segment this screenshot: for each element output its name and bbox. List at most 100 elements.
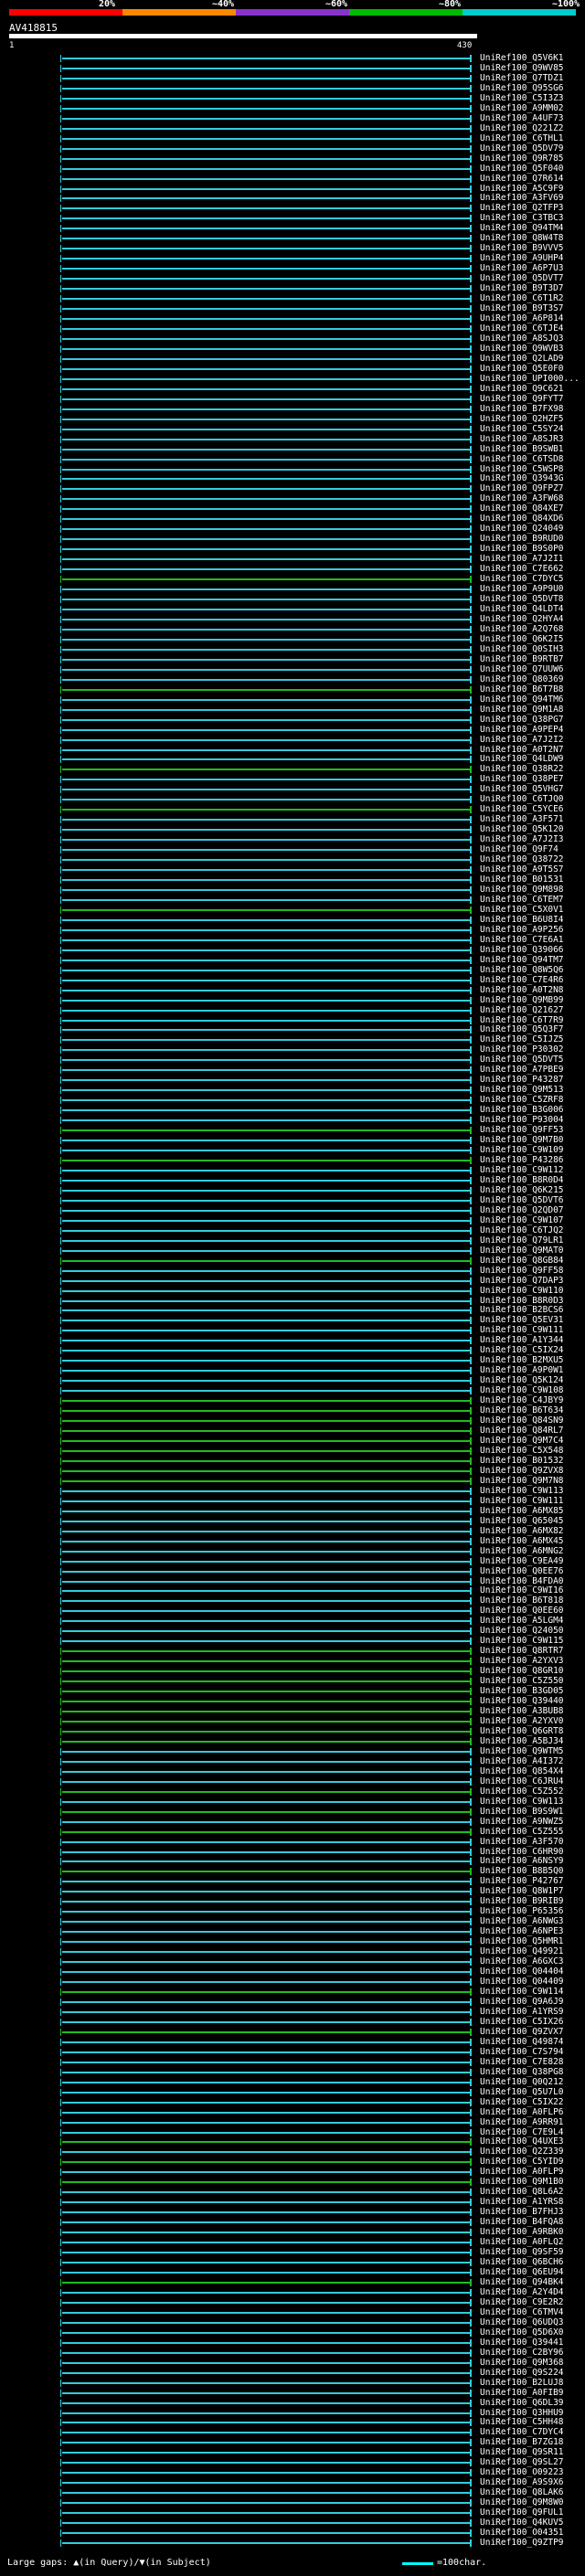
hit-name[interactable]: UniRef100_P65356 bbox=[480, 1906, 564, 1917]
hit-name[interactable]: UniRef100_Q5VHG7 bbox=[480, 784, 564, 795]
hit-name[interactable]: UniRef100_Q0EE76 bbox=[480, 1565, 564, 1576]
hit-name[interactable]: UniRef100_A1YRS9 bbox=[480, 2006, 564, 2017]
hit-name[interactable]: UniRef100_C7DYC5 bbox=[480, 574, 564, 585]
hit-name[interactable]: UniRef100_C6TJE4 bbox=[480, 323, 564, 334]
hit-name[interactable]: UniRef100_C9W111 bbox=[480, 1325, 564, 1336]
hit-name[interactable]: UniRef100_A9S9X6 bbox=[480, 2477, 564, 2488]
hit-name[interactable]: UniRef100_A9RBK0 bbox=[480, 2227, 564, 2238]
hit-name[interactable]: UniRef100_Q6K2I5 bbox=[480, 633, 564, 644]
hit-name[interactable]: UniRef100_A0T2N7 bbox=[480, 744, 564, 755]
hit-name[interactable]: UniRef100_Q9S224 bbox=[480, 2367, 564, 2378]
hit-name[interactable]: UniRef100_B9RTB7 bbox=[480, 653, 564, 664]
hit-name[interactable]: UniRef100_Q9FF53 bbox=[480, 1125, 564, 1136]
hit-name[interactable]: UniRef100_C5IX24 bbox=[480, 1345, 564, 1356]
hit-name[interactable]: UniRef100_B4FQA8 bbox=[480, 2217, 564, 2228]
hit-name[interactable]: UniRef100_Q4UXE3 bbox=[480, 2136, 564, 2147]
hit-name[interactable]: UniRef100_A0FLP6 bbox=[480, 2106, 564, 2117]
hit-name[interactable]: UniRef100_C5I3Z3 bbox=[480, 92, 564, 103]
hit-name[interactable]: UniRef100_Q2QD07 bbox=[480, 1204, 564, 1215]
hit-name[interactable]: UniRef100_A5BJ34 bbox=[480, 1735, 564, 1746]
hit-name[interactable]: UniRef100_B6U8I4 bbox=[480, 914, 564, 925]
hit-name[interactable]: UniRef100_A6MNG2 bbox=[480, 1545, 564, 1556]
hit-name[interactable]: UniRef100_Q5E0F0 bbox=[480, 363, 564, 374]
hit-name[interactable]: UniRef100_B01531 bbox=[480, 875, 564, 885]
hit-name[interactable]: UniRef100_B9VVV5 bbox=[480, 243, 564, 254]
hit-name[interactable]: UniRef100_C6TSD8 bbox=[480, 453, 564, 464]
hit-name[interactable]: UniRef100_Q7DAP3 bbox=[480, 1275, 564, 1286]
hit-name[interactable]: UniRef100_C5WSP8 bbox=[480, 463, 564, 474]
hit-name[interactable]: UniRef100_Q9SF59 bbox=[480, 2247, 564, 2258]
hit-name[interactable]: UniRef100_C5X0V1 bbox=[480, 904, 564, 915]
hit-name[interactable]: UniRef100_A6MX85 bbox=[480, 1505, 564, 1516]
hit-name[interactable]: UniRef100_B2BCS6 bbox=[480, 1305, 564, 1316]
hit-name[interactable]: UniRef100_O09223 bbox=[480, 2467, 564, 2478]
hit-name[interactable]: UniRef100_B9RIB9 bbox=[480, 1896, 564, 1907]
hit-name[interactable]: UniRef100_A5LGM4 bbox=[480, 1616, 564, 1627]
hit-name[interactable]: UniRef100_Q8L6A2 bbox=[480, 2187, 564, 2198]
hit-name[interactable]: UniRef100_Q5DVT8 bbox=[480, 594, 564, 605]
hit-name[interactable]: UniRef100_A9PEP4 bbox=[480, 724, 564, 735]
hit-name[interactable]: UniRef100_C7DYC4 bbox=[480, 2427, 564, 2438]
hit-name[interactable]: UniRef100_C7E4R6 bbox=[480, 974, 564, 985]
hit-name[interactable]: UniRef100_C7E828 bbox=[480, 2056, 564, 2067]
hit-name[interactable]: UniRef100_B01532 bbox=[480, 1455, 564, 1466]
hit-name[interactable]: UniRef100_B3GD05 bbox=[480, 1686, 564, 1697]
hit-name[interactable]: UniRef100_A8SJR3 bbox=[480, 433, 564, 444]
hit-name[interactable]: UniRef100_A1YRS8 bbox=[480, 2197, 564, 2208]
hit-name[interactable]: UniRef100_C6TJQ2 bbox=[480, 1224, 564, 1235]
hit-name[interactable]: UniRef100_A7J2I1 bbox=[480, 554, 564, 565]
hit-name[interactable]: UniRef100_Q2LAD9 bbox=[480, 353, 564, 364]
hit-name[interactable]: UniRef100_Q39066 bbox=[480, 944, 564, 955]
hit-name[interactable]: UniRef100_Q5HMR1 bbox=[480, 1936, 564, 1947]
hit-name[interactable]: UniRef100_Q38PE7 bbox=[480, 774, 564, 785]
hit-name[interactable]: UniRef100_B8R0D4 bbox=[480, 1174, 564, 1185]
hit-name[interactable]: UniRef100_Q8W1P7 bbox=[480, 1886, 564, 1897]
hit-name[interactable]: UniRef100_A6GXC3 bbox=[480, 1956, 564, 1967]
hit-name[interactable]: UniRef100_C5SY24 bbox=[480, 423, 564, 434]
hit-name[interactable]: UniRef100_Q65045 bbox=[480, 1515, 564, 1526]
hit-name[interactable]: UniRef100_Q9ZVX8 bbox=[480, 1465, 564, 1476]
hit-name[interactable]: UniRef100_B7FX98 bbox=[480, 403, 564, 414]
hit-name[interactable]: UniRef100_C6TJQ0 bbox=[480, 794, 564, 805]
hit-name[interactable]: UniRef100_C5HH48 bbox=[480, 2417, 564, 2428]
hit-name[interactable]: UniRef100_Q8GB84 bbox=[480, 1255, 564, 1266]
hit-name[interactable]: UniRef100_C5Z555 bbox=[480, 1826, 564, 1837]
hit-name[interactable]: UniRef100_Q9M7N8 bbox=[480, 1475, 564, 1486]
hit-name[interactable]: UniRef100_A6NPE3 bbox=[480, 1926, 564, 1937]
hit-name[interactable]: UniRef100_A7PBE9 bbox=[480, 1065, 564, 1076]
hit-name[interactable]: UniRef100_A3BUB8 bbox=[480, 1706, 564, 1717]
hit-name[interactable]: UniRef100_Q5DVT7 bbox=[480, 273, 564, 284]
hit-name[interactable]: UniRef100_Q0EE60 bbox=[480, 1606, 564, 1617]
hit-name[interactable]: UniRef100_B7FHJ3 bbox=[480, 2207, 564, 2218]
hit-name[interactable]: UniRef100_C6TEM7 bbox=[480, 894, 564, 905]
hit-name[interactable]: UniRef100_C7E6A1 bbox=[480, 934, 564, 945]
hit-name[interactable]: UniRef100_C5X548 bbox=[480, 1445, 564, 1456]
hit-name[interactable]: UniRef100_Q04404 bbox=[480, 1966, 564, 1977]
hit-name[interactable]: UniRef100_Q9M898 bbox=[480, 885, 564, 895]
hit-name[interactable]: UniRef100_Q9FPZ7 bbox=[480, 483, 564, 494]
hit-name[interactable]: UniRef100_Q9A6J9 bbox=[480, 1996, 564, 2007]
hit-name[interactable]: UniRef100_B6T634 bbox=[480, 1405, 564, 1416]
hit-name[interactable]: UniRef100_C5ZRF8 bbox=[480, 1095, 564, 1106]
hit-name[interactable]: UniRef100_A6MX82 bbox=[480, 1525, 564, 1536]
hit-name[interactable]: UniRef100_C5YCE6 bbox=[480, 804, 564, 815]
hit-name[interactable]: UniRef100_Q84SN9 bbox=[480, 1415, 564, 1426]
hit-name[interactable]: UniRef100_Q4KUV5 bbox=[480, 2518, 564, 2528]
hit-name[interactable]: UniRef100_Q94TM4 bbox=[480, 223, 564, 234]
hit-name[interactable]: UniRef100_C9W114 bbox=[480, 1987, 564, 1998]
hit-name[interactable]: UniRef100_C6JRU4 bbox=[480, 1776, 564, 1786]
hit-name[interactable]: UniRef100_C9W113 bbox=[480, 1796, 564, 1807]
hit-name[interactable]: UniRef100_Q9SL27 bbox=[480, 2457, 564, 2468]
hit-name[interactable]: UniRef100_Q5D6X0 bbox=[480, 2327, 564, 2337]
hit-name[interactable]: UniRef100_P93004 bbox=[480, 1115, 564, 1126]
hit-name[interactable]: UniRef100_Q7UUW6 bbox=[480, 663, 564, 674]
hit-name[interactable]: UniRef100_Q9M8W0 bbox=[480, 2497, 564, 2508]
hit-name[interactable]: UniRef100_A6P7U3 bbox=[480, 263, 564, 274]
hit-name[interactable]: UniRef100_Q9M1A8 bbox=[480, 704, 564, 715]
hit-name[interactable]: UniRef100_C5IX26 bbox=[480, 2016, 564, 2027]
hit-name[interactable]: UniRef100_C5YID9 bbox=[480, 2157, 564, 2168]
hit-name[interactable]: UniRef100_Q38R22 bbox=[480, 764, 564, 775]
hit-name[interactable]: UniRef100_Q79LR1 bbox=[480, 1235, 564, 1246]
hit-name[interactable]: UniRef100_Q9WTM5 bbox=[480, 1745, 564, 1756]
hit-name[interactable]: UniRef100_C6T7R9 bbox=[480, 1014, 564, 1025]
